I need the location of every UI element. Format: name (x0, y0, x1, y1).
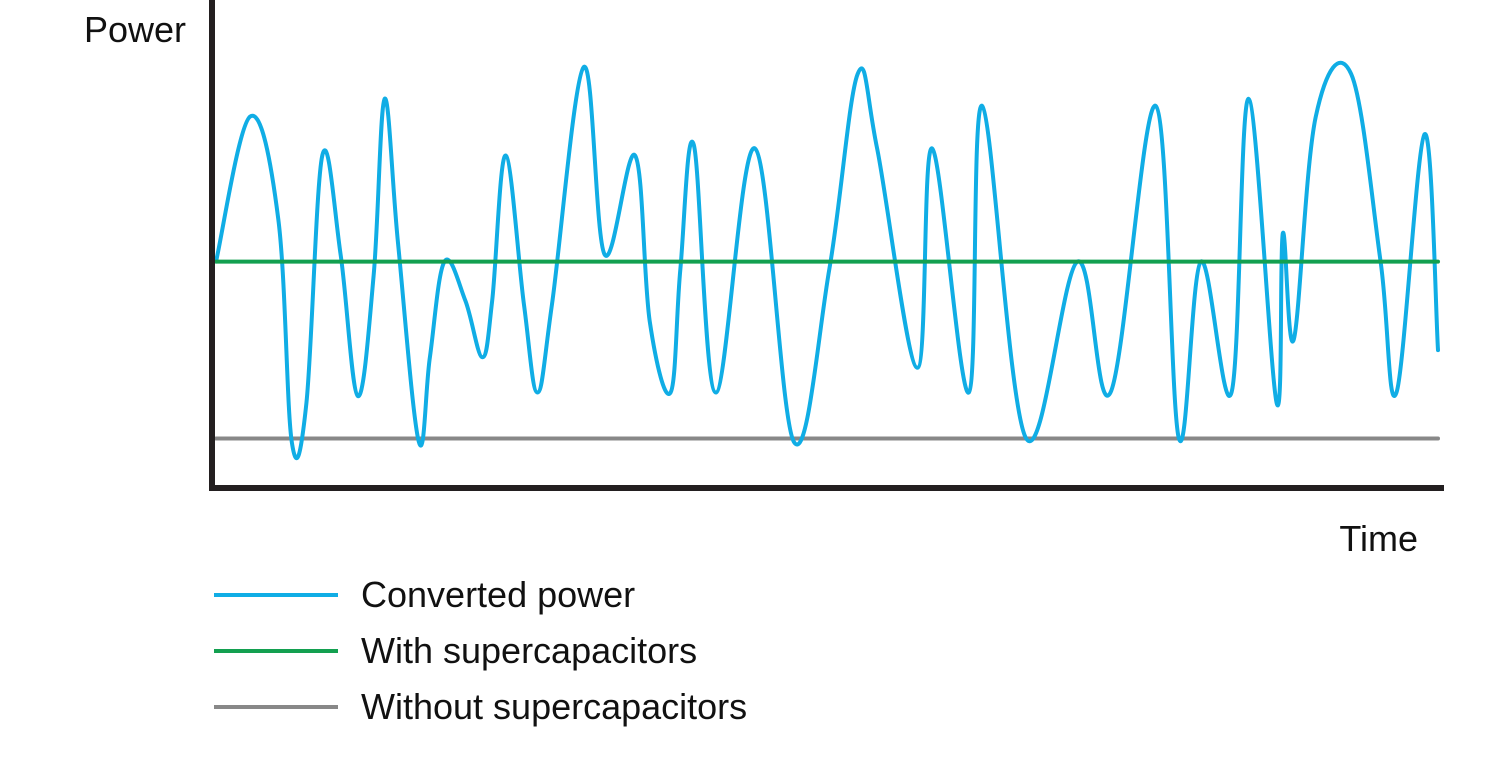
legend-item-without-supercapacitors: Without supercapacitors (214, 686, 747, 727)
legend-item-converted-power: Converted power (214, 574, 635, 615)
x-axis-label: Time (1339, 518, 1418, 559)
legend-label-without-supercapacitors: Without supercapacitors (361, 686, 747, 727)
legend-label-with-supercapacitors: With supercapacitors (361, 630, 697, 671)
plot-lines (214, 60, 1440, 461)
series-line-converted-power (214, 60, 1440, 461)
legend: Converted power With supercapacitors Witho… (214, 574, 747, 727)
legend-item-with-supercapacitors: With supercapacitors (214, 630, 697, 671)
y-axis-label: Power (84, 9, 186, 50)
legend-label-converted-power: Converted power (361, 574, 635, 615)
